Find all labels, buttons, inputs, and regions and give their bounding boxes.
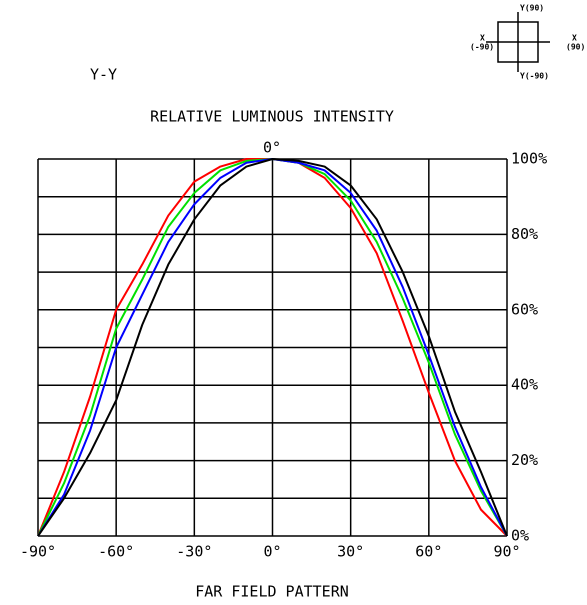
chart-title: RELATIVE LUMINOUS INTENSITY <box>150 108 394 126</box>
y-tick-label: 100% <box>511 150 547 168</box>
orientation-label: Y(-90) <box>520 72 549 81</box>
x-tick-label: 90° <box>493 543 520 561</box>
x-tick-label: -30° <box>176 543 212 561</box>
x-tick-label: 30° <box>337 543 364 561</box>
y-tick-label: 40% <box>511 376 538 394</box>
top-label: 0° <box>263 139 281 157</box>
section-label: Y-Y <box>90 66 117 84</box>
x-tick-label: 60° <box>415 543 442 561</box>
orientation-label: X <box>572 34 577 43</box>
orientation-label: Y(90) <box>520 4 544 13</box>
orientation-label: (-90) <box>470 43 494 52</box>
x-tick-label: -60° <box>98 543 134 561</box>
series-line <box>37 158 508 537</box>
orientation-label: X <box>480 34 485 43</box>
y-tick-label: 60% <box>511 300 538 318</box>
x-tick-label: -90° <box>20 543 56 561</box>
y-tick-label: 20% <box>511 451 538 469</box>
orientation-label: (90) <box>566 43 585 52</box>
x-tick-label: 0° <box>263 543 281 561</box>
y-tick-label: 80% <box>511 225 538 243</box>
y-tick-label: 0% <box>511 527 529 545</box>
x-axis-label: FAR FIELD PATTERN <box>195 583 349 601</box>
orientation-diagram: Y(90) X (-90) X (90) Y(-90) <box>470 4 585 81</box>
